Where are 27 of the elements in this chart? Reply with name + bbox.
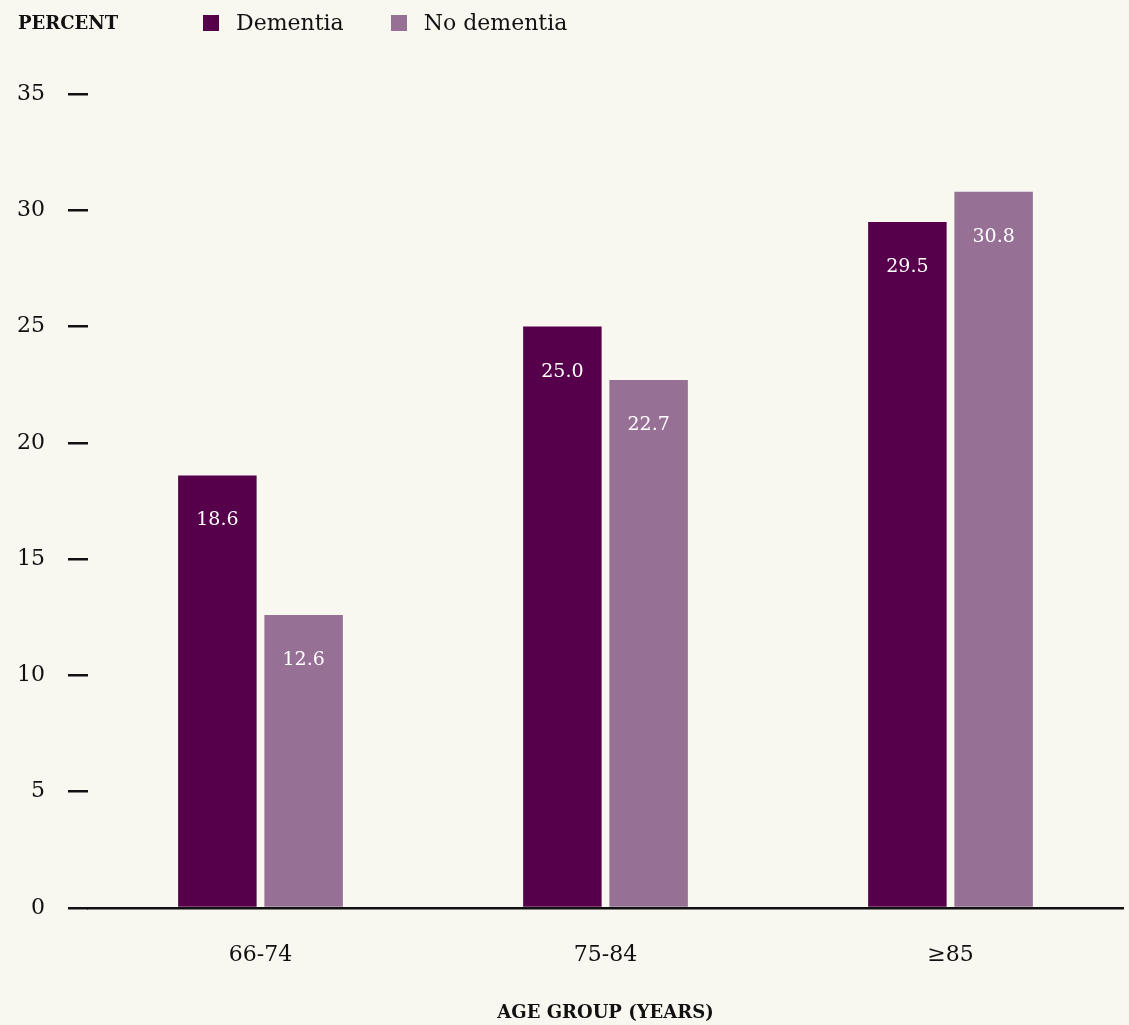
y-tick-label: 10 xyxy=(17,661,45,687)
bar xyxy=(954,191,1033,907)
y-tick-label: 20 xyxy=(17,428,45,454)
y-tick-label: 15 xyxy=(17,544,45,570)
x-tick-label: ≥85 xyxy=(927,940,974,966)
y-tick-label: 25 xyxy=(17,312,45,338)
data-label: 30.8 xyxy=(972,223,1015,246)
x-axis-title: AGE GROUP (YEARS) xyxy=(496,1000,714,1022)
y-tick-label: 0 xyxy=(31,893,45,919)
y-tick-label: 5 xyxy=(31,777,45,803)
y-axis-title: PERCENT xyxy=(18,12,119,34)
x-tick-label: 66-74 xyxy=(228,940,293,966)
y-tick-label: 35 xyxy=(17,79,45,105)
data-label: 12.6 xyxy=(282,646,325,669)
y-tick-label: 30 xyxy=(17,196,45,221)
data-label: 22.7 xyxy=(627,412,670,434)
bar xyxy=(868,221,947,907)
bar xyxy=(178,475,257,907)
bar xyxy=(264,614,343,907)
legend-label: Dementia xyxy=(236,10,344,36)
data-label: 25.0 xyxy=(541,358,584,381)
bar xyxy=(523,326,602,907)
bar xyxy=(609,380,688,907)
data-label: 29.5 xyxy=(886,253,929,276)
data-label: 18.6 xyxy=(196,507,239,530)
x-tick-label: 75-84 xyxy=(573,940,638,966)
legend-label: No dementia xyxy=(423,10,568,36)
